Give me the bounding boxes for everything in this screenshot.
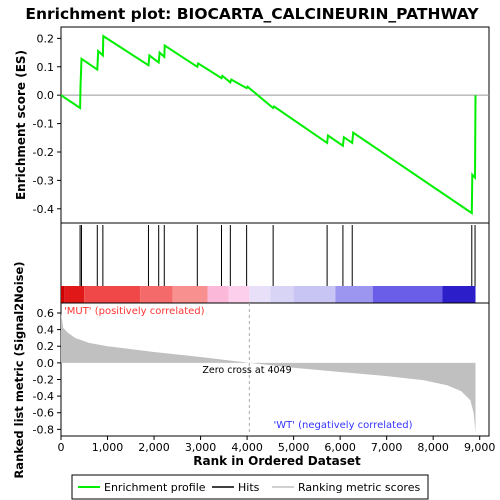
x-tick-label: 5,000 xyxy=(278,441,310,454)
x-tick-label: 2,000 xyxy=(138,441,170,454)
es-y-tick-label: 0.2 xyxy=(37,32,55,45)
es-y-tick-label: -0.2 xyxy=(33,146,54,159)
color-bar-segment xyxy=(249,286,271,303)
ranked-metric-y-ticks: 0.6 0.4 0.2 0.0 -0.2 -0.4 -0.6 -0.8 xyxy=(33,307,61,436)
enrichment-panel: 0.2 0.1 0.0 -0.1 -0.2 -0.3 -0.4 Enrichment sco… xyxy=(14,26,490,224)
chart-title: Enrichment plot: BIOCARTA_CALCINEURIN_PA… xyxy=(25,5,479,23)
color-bar-segment xyxy=(335,286,373,303)
enrichment-profile-line xyxy=(60,34,477,215)
color-bar-segment xyxy=(372,286,443,303)
x-tick-label: 1,000 xyxy=(92,441,124,454)
zero-cross-label: Zero cross at 4049 xyxy=(202,365,291,376)
color-bar-segment xyxy=(172,286,208,303)
x-tick-label: 9,000 xyxy=(464,441,496,454)
color-bar-segment xyxy=(207,286,229,303)
rm-y-tick-label: 0.0 xyxy=(37,357,55,370)
color-bar-segment xyxy=(61,286,65,303)
rm-y-tick-label: 0.6 xyxy=(37,307,55,320)
rm-y-tick-label: -0.4 xyxy=(33,390,54,403)
rm-y-tick-label: -0.2 xyxy=(33,373,54,386)
color-bar-segment xyxy=(228,286,250,303)
x-axis: 0 1,000 2,000 3,000 4,000 5,000 6,000 7,000 8,00… xyxy=(58,436,496,454)
hit-marks xyxy=(79,225,476,286)
ranking-color-bar xyxy=(61,286,476,303)
color-bar-segment xyxy=(442,286,476,303)
x-tick-label: 3,000 xyxy=(185,441,217,454)
rm-y-tick-label: 0.4 xyxy=(37,324,55,337)
legend-ranking-label: Ranking metric scores xyxy=(298,481,420,494)
es-y-tick-label: -0.1 xyxy=(33,118,54,131)
es-y-tick-label: 0.1 xyxy=(37,61,55,74)
ranked-metric-y-axis-label: Ranked list metric (Signal2Noise) xyxy=(12,261,26,478)
x-axis-label: Rank in Ordered Dataset xyxy=(193,454,361,468)
x-tick-label: 6,000 xyxy=(324,441,356,454)
ranked-metric-area xyxy=(61,313,476,433)
legend-enrichment-label: Enrichment profile xyxy=(104,481,206,494)
legend: Enrichment profile Hits Ranking metric s… xyxy=(71,474,429,500)
x-tick-label: 4,000 xyxy=(231,441,263,454)
color-bar-segment xyxy=(140,286,173,303)
enrichment-y-axis-label: Enrichment score (ES) xyxy=(14,50,28,200)
es-y-tick-label: -0.3 xyxy=(33,174,54,187)
legend-hits-label: Hits xyxy=(238,481,260,494)
x-tick-label: 0 xyxy=(58,441,65,454)
es-y-tick-label: 0.0 xyxy=(37,89,55,102)
es-y-tick-label: -0.4 xyxy=(33,203,54,216)
rm-y-tick-label: 0.2 xyxy=(37,340,55,353)
hits-panel xyxy=(60,222,490,304)
rm-y-tick-label: -0.6 xyxy=(33,407,54,420)
x-tick-label: 7,000 xyxy=(371,441,403,454)
color-bar-segment xyxy=(64,286,85,303)
positive-correlation-label: 'MUT' (positively correlated) xyxy=(64,306,205,317)
color-bar-segment xyxy=(270,286,294,303)
x-tick-label: 8,000 xyxy=(417,441,449,454)
legend-box xyxy=(71,474,429,500)
enrichment-panel-frame xyxy=(60,26,490,224)
rm-y-tick-label: -0.8 xyxy=(33,423,54,436)
color-bar-segment xyxy=(84,286,141,303)
negative-correlation-label: 'WT' (negatively correlated) xyxy=(273,420,412,431)
enrichment-y-ticks: 0.2 0.1 0.0 -0.1 -0.2 -0.3 -0.4 xyxy=(33,32,61,216)
color-bar-segment xyxy=(293,286,336,303)
ranked-metric-panel: 'MUT' (positively correlated) Zero cross… xyxy=(12,261,490,479)
